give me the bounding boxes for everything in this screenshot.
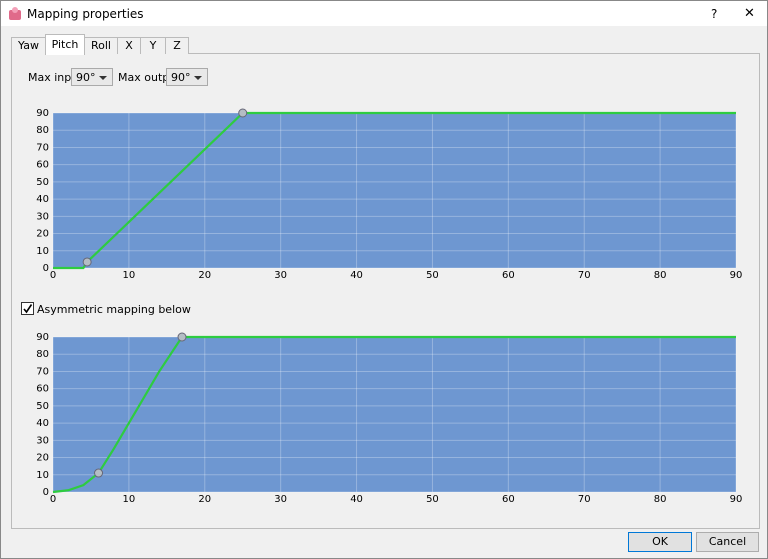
control-point[interactable]	[94, 468, 104, 478]
curve	[52, 335, 736, 494]
y-tick-label: 90	[36, 108, 49, 119]
tab[interactable]: Yaw	[11, 37, 46, 54]
y-tick-label: 20	[36, 229, 49, 240]
x-tick-label: 60	[502, 270, 515, 281]
plot-area	[53, 113, 736, 268]
x-tick-label: 10	[123, 270, 136, 281]
plot-area	[53, 337, 736, 492]
cancel-button[interactable]: Cancel	[696, 532, 759, 552]
x-tick-label: 50	[426, 494, 439, 505]
max-input-combo[interactable]: 90°	[71, 68, 113, 86]
tab[interactable]: Z	[165, 37, 189, 54]
y-tick-label: 60	[36, 160, 49, 171]
y-tick-label: 0	[43, 487, 49, 498]
x-tick-label: 0	[50, 494, 56, 505]
y-tick-label: 10	[36, 470, 49, 481]
x-tick-label: 0	[50, 270, 56, 281]
ok-button[interactable]: OK	[628, 532, 692, 552]
x-tick-label: 20	[198, 270, 211, 281]
max-output-label: Max output	[118, 71, 181, 84]
y-tick-label: 30	[36, 211, 49, 222]
y-tick-label: 80	[36, 125, 49, 136]
x-tick-label: 30	[274, 494, 287, 505]
x-tick-label: 90	[730, 270, 743, 281]
checkbox[interactable]	[21, 302, 34, 315]
control-point[interactable]	[238, 108, 248, 118]
control-point[interactable]	[82, 257, 92, 267]
x-tick-label: 70	[578, 494, 591, 505]
max-input-label: Max input	[28, 71, 83, 84]
y-tick-label: 90	[36, 332, 49, 343]
y-tick-label: 50	[36, 177, 49, 188]
tab[interactable]: Pitch	[45, 34, 85, 55]
tab[interactable]: Y	[140, 37, 166, 54]
y-tick-label: 40	[36, 194, 49, 205]
y-tick-label: 80	[36, 349, 49, 360]
x-tick-label: 80	[654, 270, 667, 281]
check-mark	[23, 304, 33, 314]
checkbox-label[interactable]: Asymmetric mapping below	[37, 303, 191, 316]
tab[interactable]: X	[117, 37, 141, 54]
y-tick-label: 70	[36, 366, 49, 377]
app-icon	[9, 7, 21, 20]
y-tick-label: 0	[43, 263, 49, 274]
x-tick-label: 40	[350, 270, 363, 281]
x-tick-label: 30	[274, 270, 287, 281]
x-tick-label: 50	[426, 270, 439, 281]
help-button[interactable]: ?	[711, 7, 718, 21]
x-tick-label: 80	[654, 494, 667, 505]
control-point[interactable]	[177, 332, 187, 342]
close-button[interactable]: ✕	[744, 6, 755, 21]
y-tick-label: 60	[36, 384, 49, 395]
x-tick-label: 70	[578, 270, 591, 281]
y-tick-label: 50	[36, 401, 49, 412]
x-tick-label: 40	[350, 494, 363, 505]
x-tick-label: 10	[123, 494, 136, 505]
y-tick-label: 10	[36, 246, 49, 257]
title-bar: Mapping properties ? ✕	[1, 1, 767, 26]
max-output-combo[interactable]: 90°	[166, 68, 208, 86]
window-title: Mapping properties	[27, 7, 144, 21]
y-tick-label: 40	[36, 418, 49, 429]
x-tick-label: 60	[502, 494, 515, 505]
x-tick-label: 20	[198, 494, 211, 505]
tab[interactable]: Roll	[84, 37, 118, 54]
y-tick-label: 70	[36, 142, 49, 153]
y-tick-label: 30	[36, 435, 49, 446]
x-tick-label: 90	[730, 494, 743, 505]
y-tick-label: 20	[36, 453, 49, 464]
